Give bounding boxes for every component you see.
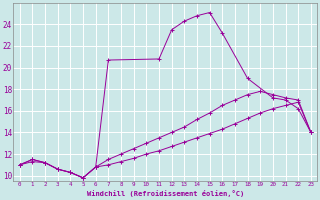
X-axis label: Windchill (Refroidissement éolien,°C): Windchill (Refroidissement éolien,°C)	[87, 190, 244, 197]
